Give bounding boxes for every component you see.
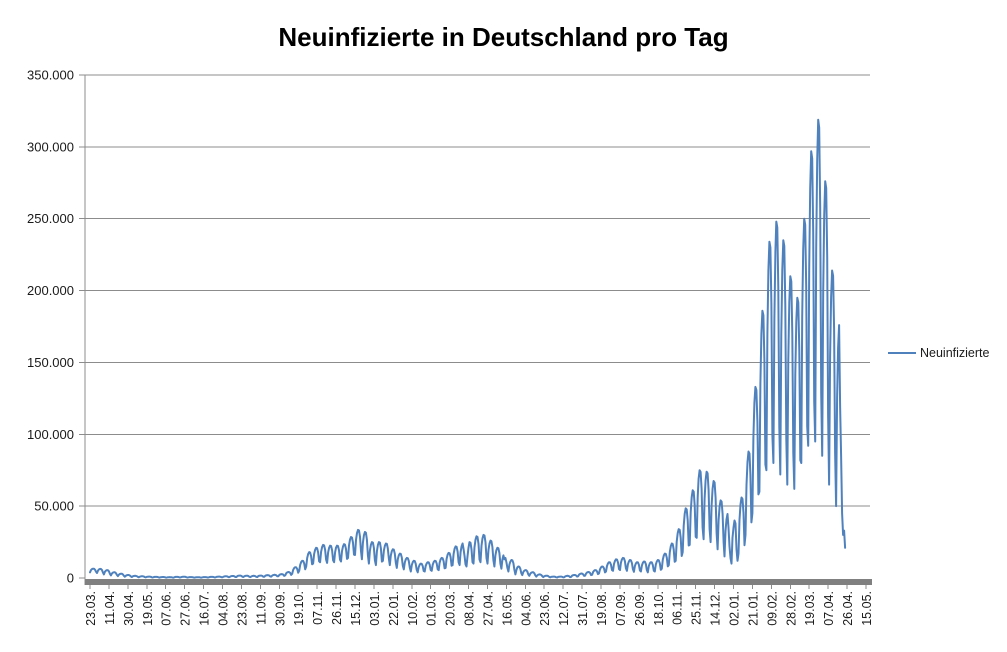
y-axis-label: 150.000 bbox=[27, 355, 74, 370]
x-axis-label: 02.01. bbox=[728, 591, 742, 626]
y-gridlines bbox=[85, 74, 870, 507]
x-axis-label: 19.05. bbox=[141, 591, 155, 626]
x-axis-label: 31.07. bbox=[576, 591, 590, 626]
y-axis-label: 100.000 bbox=[27, 427, 74, 442]
x-axis-label: 06.11. bbox=[671, 591, 685, 625]
x-axis-label: 07.06. bbox=[160, 591, 174, 626]
x-axis-label: 15.05. bbox=[860, 591, 874, 626]
x-axis-label: 27.04. bbox=[481, 591, 495, 626]
x-axis-label: 22.01. bbox=[387, 591, 401, 626]
x-axis-label: 20.03. bbox=[444, 591, 458, 626]
x-axis-label: 23.08. bbox=[235, 591, 249, 626]
x-axis-label: 19.10. bbox=[292, 591, 306, 626]
legend-line-icon bbox=[888, 352, 916, 354]
x-axis-label: 23.06. bbox=[538, 591, 552, 626]
y-axis-label: 50.000 bbox=[34, 499, 74, 514]
x-axis-label: 19.08. bbox=[595, 591, 609, 626]
chart-title: Neuinfizierte in Deutschland pro Tag bbox=[278, 22, 729, 52]
y-axis-label: 0 bbox=[67, 571, 74, 586]
x-axis-label: 01.03. bbox=[425, 591, 439, 626]
x-axis-label: 26.04. bbox=[841, 591, 855, 626]
x-axis-label: 07.04. bbox=[822, 591, 836, 626]
legend: Neuinfizierte bbox=[888, 346, 989, 360]
x-axis-label: 03.01. bbox=[368, 591, 382, 626]
x-axis-label: 09.02. bbox=[765, 591, 779, 626]
x-axis-label: 19.03. bbox=[803, 591, 817, 626]
y-axis-tick-marks bbox=[79, 74, 85, 579]
x-axis-label: 11.04. bbox=[103, 591, 117, 625]
x-axis-label: 26.11. bbox=[330, 591, 344, 625]
x-axis-label: 07.11. bbox=[311, 591, 325, 625]
x-axis-label: 14.12. bbox=[709, 591, 723, 626]
x-axis-labels: 23.03. 11.04. 30.04. 19.05. 07.06. 27.06. 16.0… bbox=[84, 591, 874, 626]
x-axis-line bbox=[85, 579, 872, 585]
x-axis-label: 11.09. bbox=[254, 591, 268, 625]
x-axis-label: 30.04. bbox=[122, 591, 136, 626]
x-axis-label: 04.06. bbox=[519, 591, 533, 626]
x-axis-label: 26.09. bbox=[633, 591, 647, 626]
x-axis-label: 08.04. bbox=[463, 591, 477, 626]
x-axis-label: 15.12. bbox=[349, 591, 363, 626]
legend-series-label: Neuinfizierte bbox=[920, 346, 990, 360]
x-axis-label: 27.06. bbox=[179, 591, 193, 626]
x-axis-tick-marks bbox=[89, 585, 867, 589]
x-axis-label: 23.03. bbox=[84, 591, 98, 626]
series-line-neuinfizierte bbox=[89, 118, 847, 579]
x-axis-label: 21.01. bbox=[746, 591, 760, 626]
y-axis-labels: 0 50.000 100.000 150.000 200.000 250.000 300.0… bbox=[27, 68, 74, 586]
y-axis-label: 250.000 bbox=[27, 211, 74, 226]
x-axis-label: 16.07. bbox=[198, 591, 212, 626]
x-axis-label: 04.08. bbox=[216, 591, 230, 626]
x-axis-label: 07.09. bbox=[614, 591, 628, 626]
x-axis-label: 28.02. bbox=[784, 591, 798, 626]
y-axis-label: 350.000 bbox=[27, 68, 74, 83]
x-axis-label: 18.10. bbox=[652, 591, 666, 626]
x-axis-label: 25.11. bbox=[690, 591, 704, 625]
x-axis-label: 10.02. bbox=[406, 591, 420, 626]
x-axis-label: 12.07. bbox=[557, 591, 571, 626]
x-axis-label: 16.05. bbox=[500, 591, 514, 626]
y-axis-label: 300.000 bbox=[27, 139, 74, 154]
x-axis-label: 30.09. bbox=[273, 591, 287, 626]
y-axis-label: 200.000 bbox=[27, 283, 74, 298]
